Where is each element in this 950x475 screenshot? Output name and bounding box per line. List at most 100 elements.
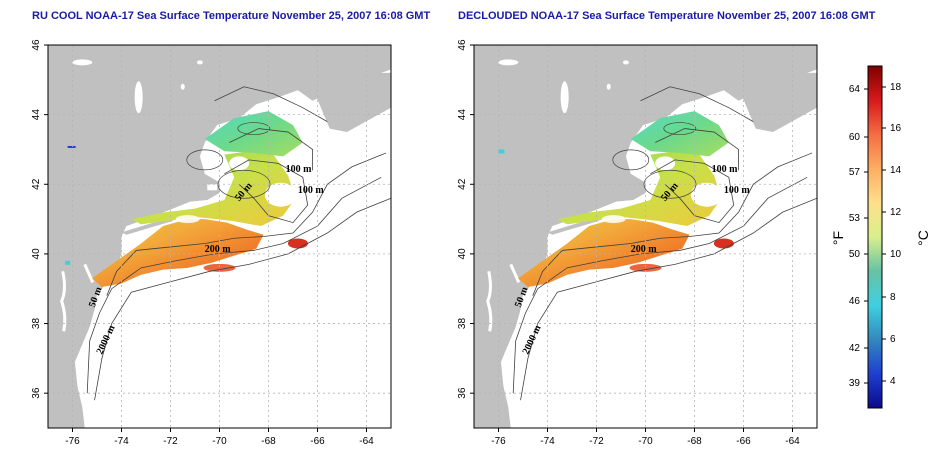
lake — [560, 81, 569, 114]
lake — [498, 59, 519, 66]
sst-warm-patch — [92, 219, 264, 287]
land-long-island — [121, 217, 173, 235]
fahrenheit-tick-label: 57 — [849, 167, 861, 178]
sst-north-patch — [204, 111, 303, 157]
bathymetry-contour — [532, 152, 813, 296]
fahrenheit-tick-label: 60 — [849, 132, 861, 143]
contour-label: 200 m — [631, 244, 658, 255]
y-tick-label: 44 — [457, 109, 468, 121]
x-tick-label: -72 — [163, 436, 178, 447]
no-data-hole — [264, 182, 297, 207]
bathymetry-contour — [224, 159, 309, 224]
x-tick-label: -76 — [491, 436, 506, 447]
y-tick-label: 40 — [457, 248, 468, 260]
y-tick-label: 46 — [457, 39, 468, 51]
sst-mid-patch — [557, 151, 722, 227]
bathymetry-contour — [229, 128, 314, 171]
bathymetry-contour — [186, 149, 224, 171]
contour-label: 100 m — [286, 164, 313, 175]
celsius-tick-label: 18 — [890, 82, 902, 93]
fahrenheit-tick-label: 46 — [849, 296, 861, 307]
cloud-gap — [207, 184, 218, 191]
bathymetry-contour — [237, 122, 271, 135]
y-tick-label: 42 — [457, 178, 468, 190]
shelf-edge-warm — [629, 263, 662, 272]
y-tick-label: 36 — [31, 387, 42, 399]
celsius-tick-label: 8 — [890, 292, 896, 303]
x-tick-label: -74 — [540, 436, 555, 447]
x-tick-label: -66 — [736, 436, 751, 447]
lake — [72, 59, 93, 66]
contour-label: 100 m — [298, 185, 325, 196]
bathymetry-contour — [106, 152, 387, 296]
celsius-tick-label: 10 — [890, 249, 902, 260]
x-tick-label: -76 — [65, 436, 80, 447]
bathymetry-contour — [663, 122, 697, 135]
bay — [60, 270, 67, 332]
bathymetry-contour — [94, 197, 391, 401]
bathymetry-contour — [520, 197, 817, 401]
x-tick-label: -70 — [638, 436, 653, 447]
fahrenheit-unit-label: °F — [830, 231, 846, 245]
celsius-tick-label: 12 — [890, 207, 902, 218]
contour-label: 100 m — [712, 164, 739, 175]
no-data-hole — [690, 182, 723, 207]
y-tick-label: 38 — [457, 318, 468, 330]
fahrenheit-tick-label: 39 — [849, 378, 861, 389]
y-tick-label: 44 — [31, 109, 42, 121]
no-data-hole — [229, 156, 250, 171]
fahrenheit-tick-label: 53 — [849, 213, 861, 224]
bathymetry-contour — [650, 159, 735, 224]
lake — [196, 60, 203, 65]
no-data-hole — [655, 156, 676, 171]
x-tick-label: -72 — [589, 436, 604, 447]
no-data-hole — [601, 215, 626, 224]
x-tick-label: -74 — [114, 436, 129, 447]
land-nova-scotia — [741, 72, 817, 133]
fahrenheit-tick-label: 42 — [849, 343, 861, 354]
bathymetry-contour — [640, 86, 754, 122]
x-tick-label: -64 — [785, 436, 800, 447]
cold-pixel — [65, 260, 71, 265]
bathymetry-contour — [214, 86, 328, 122]
x-tick-label: -70 — [212, 436, 227, 447]
panel-title-left: RU COOL NOAA-17 Sea Surface Temperature … — [32, 10, 431, 22]
fahrenheit-tick-label: 64 — [849, 84, 861, 95]
y-tick-label: 36 — [457, 387, 468, 399]
x-tick-label: -68 — [261, 436, 276, 447]
bathymetry-contour — [655, 128, 739, 171]
bathymetry-contour — [86, 176, 382, 394]
colorbar-scale — [867, 65, 883, 409]
bathymetry-contour — [512, 176, 808, 394]
land-mass — [474, 45, 817, 428]
celsius-unit-label: °C — [915, 230, 931, 246]
panel-title-right: DECLOUDED NOAA-17 Sea Surface Temperatur… — [458, 10, 876, 22]
contour-label: 200 m — [205, 244, 232, 255]
bathymetry-contour — [612, 149, 650, 171]
y-tick-label: 42 — [31, 178, 42, 190]
land-nova-scotia — [315, 72, 391, 133]
lake — [622, 60, 629, 65]
sst-pixel — [498, 149, 505, 154]
no-data-hole — [175, 215, 200, 224]
contour-label: 100 m — [724, 185, 751, 196]
sst-north-patch — [630, 111, 729, 157]
bay — [486, 270, 493, 332]
y-tick-label: 46 — [31, 39, 42, 51]
x-tick-label: -64 — [359, 436, 374, 447]
cold-pixel — [67, 145, 76, 148]
celsius-tick-label: 4 — [890, 376, 896, 387]
celsius-tick-label: 14 — [890, 165, 902, 176]
x-tick-label: -66 — [310, 436, 325, 447]
lake — [134, 81, 143, 114]
fahrenheit-tick-label: 50 — [849, 249, 861, 260]
bay — [509, 263, 521, 283]
sst-mid-patch — [131, 151, 296, 227]
lake — [180, 83, 185, 90]
bay — [83, 263, 95, 283]
x-tick-label: -68 — [687, 436, 702, 447]
